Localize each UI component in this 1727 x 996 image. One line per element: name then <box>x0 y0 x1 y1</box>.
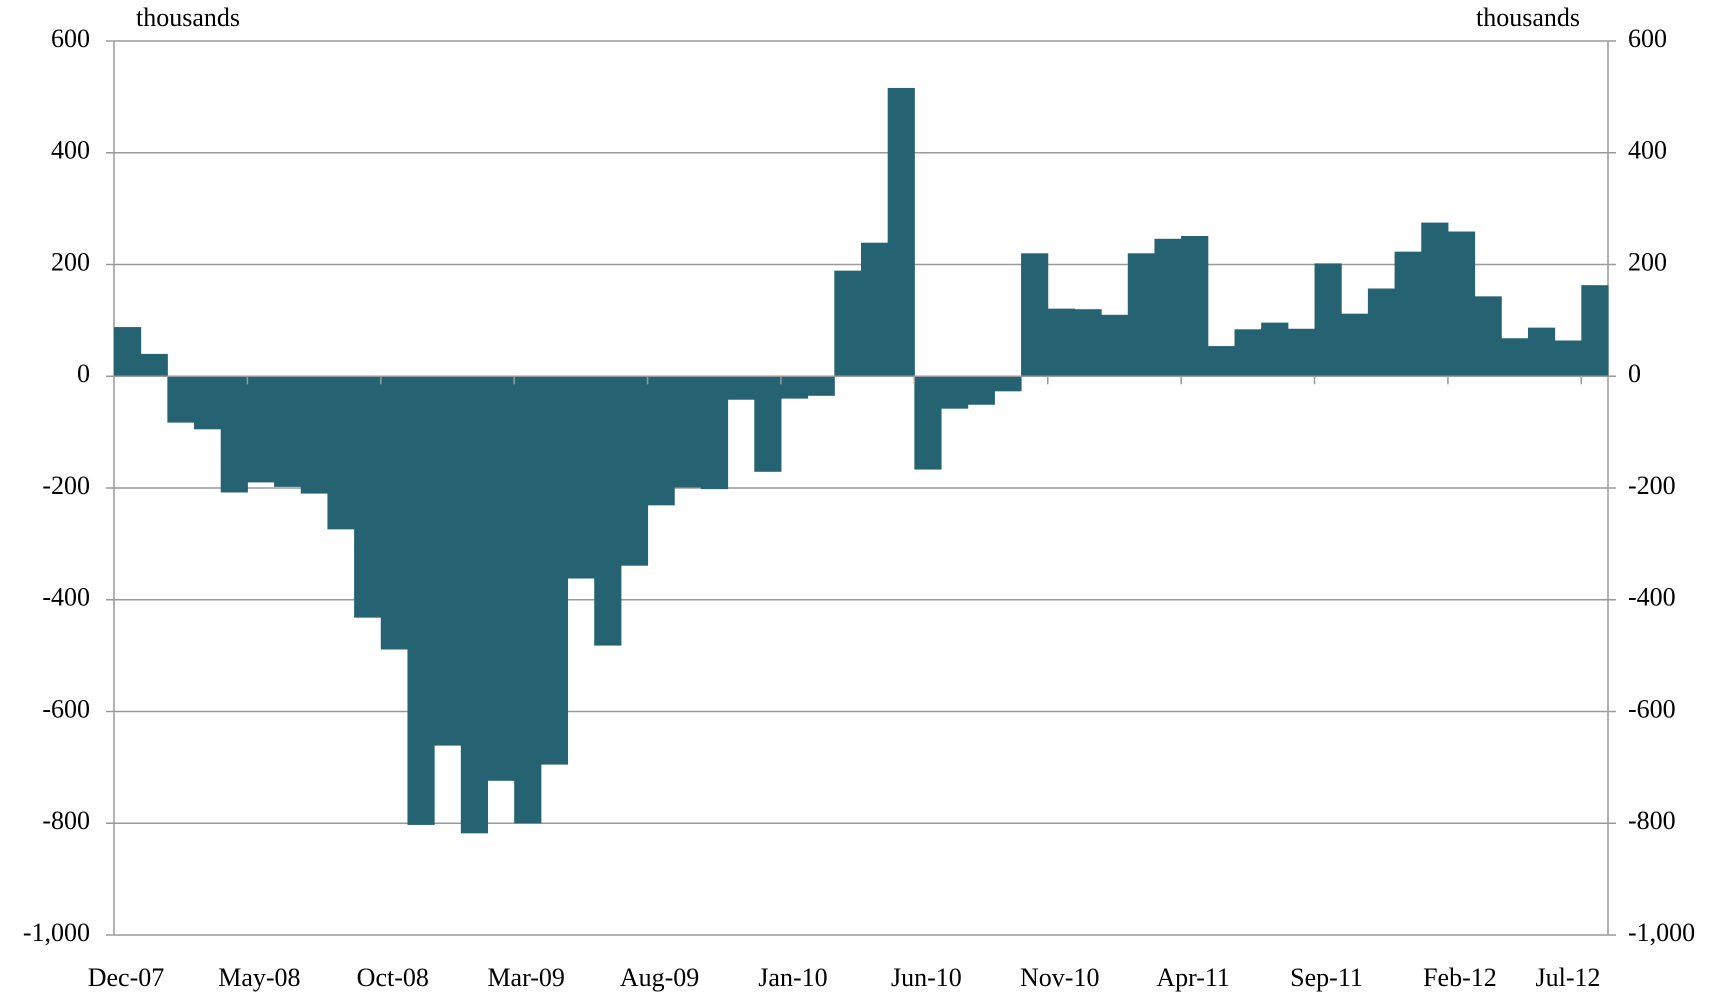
bar <box>1101 314 1129 377</box>
bar <box>1127 253 1155 377</box>
bar <box>274 376 302 487</box>
bar <box>700 376 729 490</box>
x-tick-label: Oct-08 <box>357 963 429 992</box>
bar <box>167 376 195 423</box>
y2-tick-label: -1,000 <box>1628 918 1695 947</box>
y-tick-label: -200 <box>42 471 90 500</box>
x-tick-label: Jun-10 <box>891 963 962 992</box>
bar <box>434 376 462 746</box>
bar <box>1501 338 1529 377</box>
bar <box>1581 285 1609 377</box>
x-tick-label: Jan-10 <box>758 963 827 992</box>
y-tick-label: -800 <box>42 806 90 835</box>
y2-tick-label: 600 <box>1628 24 1667 53</box>
bar <box>1527 327 1556 377</box>
y2-tick-label: -600 <box>1628 694 1676 723</box>
bar <box>967 376 995 405</box>
bar <box>647 376 675 506</box>
y-tick-label: 600 <box>51 24 90 53</box>
y2-tick-label: -200 <box>1628 471 1676 500</box>
bar <box>594 376 622 646</box>
bar <box>1367 288 1396 377</box>
bar <box>780 376 809 399</box>
bar <box>487 376 515 781</box>
bar <box>407 376 435 825</box>
bar <box>1447 231 1476 377</box>
bar <box>887 87 915 377</box>
bar <box>674 376 702 488</box>
bar <box>754 376 782 472</box>
bar <box>1261 322 1289 377</box>
y-tick-label: -400 <box>42 583 90 612</box>
bar <box>1074 309 1102 377</box>
bar <box>1021 253 1049 377</box>
bar <box>1181 236 1209 377</box>
x-tick-label: Mar-09 <box>487 963 564 992</box>
bar <box>1474 296 1502 377</box>
y2-tick-label: -400 <box>1628 583 1676 612</box>
y-tick-label: -600 <box>42 694 90 723</box>
bar <box>1207 346 1235 377</box>
bar <box>327 376 355 530</box>
y-tick-label: 200 <box>51 247 90 276</box>
bar <box>1314 263 1342 377</box>
x-tick-label: Feb-12 <box>1423 963 1497 992</box>
bar <box>727 376 755 400</box>
bar <box>807 376 835 396</box>
bar <box>300 376 328 494</box>
y2-tick-label: 200 <box>1628 247 1667 276</box>
y2-tick-label: 400 <box>1628 136 1667 165</box>
bar <box>1234 329 1262 377</box>
bar <box>941 376 969 409</box>
bar <box>114 327 142 377</box>
bar <box>1154 238 1182 377</box>
bar <box>1421 222 1449 377</box>
x-tick-label: Dec-07 <box>88 963 165 992</box>
bar <box>861 242 889 377</box>
bar <box>1394 251 1422 377</box>
x-tick-label: Nov-10 <box>1020 963 1099 992</box>
bar <box>540 376 569 765</box>
bar <box>620 376 649 566</box>
bar <box>1341 313 1369 377</box>
y2-axis-unit: thousands <box>1476 3 1580 32</box>
bar <box>380 376 408 650</box>
bar <box>994 376 1022 392</box>
bar <box>914 376 942 470</box>
bar <box>1047 308 1075 377</box>
y2-tick-label: -800 <box>1628 806 1676 835</box>
bar <box>514 376 542 824</box>
x-tick-label: May-08 <box>218 963 300 992</box>
y-tick-label: -1,000 <box>23 918 90 947</box>
x-tick-label: Sep-11 <box>1290 963 1363 992</box>
bar <box>834 270 862 377</box>
y-axis-unit: thousands <box>136 3 240 32</box>
x-tick-label: Jul-12 <box>1536 963 1601 992</box>
bar <box>247 376 275 483</box>
y-tick-label: 400 <box>51 136 90 165</box>
bar <box>1554 340 1582 377</box>
x-tick-label: Apr-11 <box>1156 963 1230 992</box>
x-tick-label: Aug-09 <box>620 963 699 992</box>
bar <box>567 376 595 579</box>
bar <box>460 376 488 834</box>
bar <box>354 376 382 618</box>
bar <box>1287 328 1316 377</box>
bar <box>140 353 168 377</box>
bar <box>194 376 222 430</box>
y-tick-label: 0 <box>77 359 90 388</box>
y2-tick-label: 0 <box>1628 359 1641 388</box>
bar <box>220 376 248 493</box>
